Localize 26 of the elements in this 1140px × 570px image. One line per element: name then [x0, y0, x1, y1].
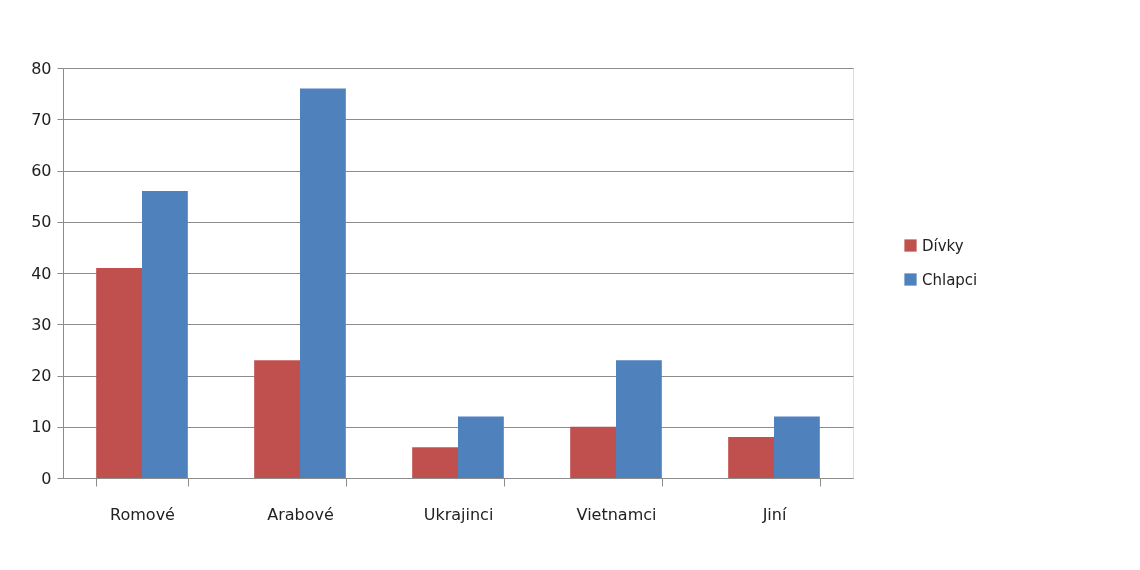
- bar: [300, 88, 346, 478]
- y-tick-label: 60: [31, 161, 52, 180]
- x-tick-label: Jiní: [761, 504, 787, 524]
- y-tick-label: 30: [31, 314, 52, 334]
- bar: [458, 416, 504, 478]
- y-tick-label: 70: [31, 109, 52, 129]
- y-tick-label: 20: [31, 366, 52, 385]
- bar: [412, 447, 458, 478]
- legend-label: Chlapci: [922, 270, 978, 289]
- y-tick-label: 10: [31, 417, 52, 437]
- x-tick-label: Arabové: [267, 504, 334, 524]
- bar: [616, 360, 662, 478]
- legend-label: Dívky: [922, 236, 964, 255]
- y-tick-label: 0: [41, 468, 52, 488]
- y-tick-label: 50: [31, 212, 52, 232]
- bar: [774, 416, 820, 478]
- x-tick-label: Ukrajinci: [423, 504, 494, 524]
- x-tick-label: Romové: [110, 504, 175, 524]
- bar: [570, 426, 616, 478]
- x-tick-label: Vietnamci: [576, 504, 657, 524]
- bar: [142, 191, 188, 478]
- y-tick-label: 80: [31, 58, 52, 78]
- bar: [728, 437, 774, 478]
- bar: [254, 360, 300, 478]
- bar: [96, 267, 142, 478]
- y-tick-label: 40: [31, 263, 52, 283]
